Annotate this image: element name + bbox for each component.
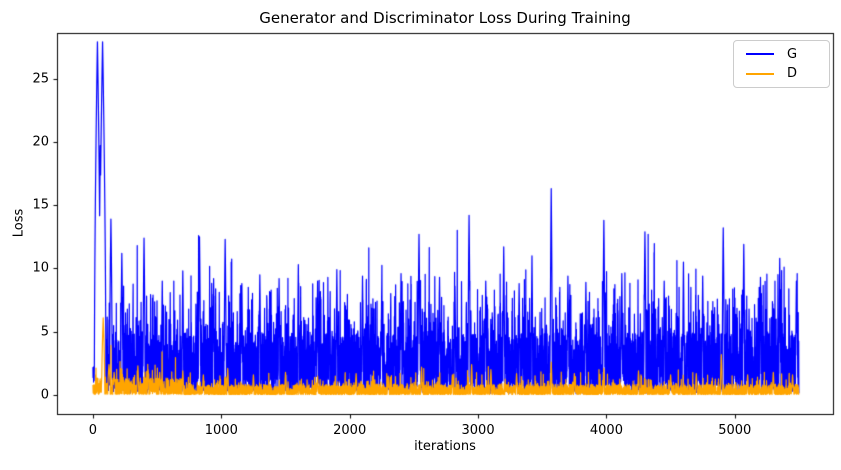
chart-title: Generator and Discriminator Loss During … [259, 9, 631, 27]
legend-line-sample [746, 52, 774, 56]
x-tick-label: 4000 [589, 423, 623, 438]
legend-entry: D [734, 67, 829, 80]
x-tick-label: 2000 [333, 423, 367, 438]
y-tick-label: 0 [40, 387, 49, 403]
x-tick-label: 1000 [204, 423, 238, 438]
y-tick-label: 10 [32, 260, 49, 276]
legend-label: G [787, 46, 798, 62]
y-tick-label: 15 [32, 197, 49, 213]
legend-entry: G [734, 48, 829, 61]
legend-label: D [787, 66, 798, 82]
x-tick-label: 3000 [461, 423, 495, 438]
y-axis-label: Loss [11, 208, 27, 238]
legend-line-sample [746, 72, 774, 76]
y-tick-label: 5 [40, 324, 49, 340]
x-axis-label: iterations [414, 439, 476, 454]
y-tick-label: 25 [32, 71, 49, 87]
x-tick-label: 0 [88, 423, 98, 438]
y-tick-label: 20 [32, 134, 49, 150]
x-tick-label: 5000 [718, 423, 752, 438]
